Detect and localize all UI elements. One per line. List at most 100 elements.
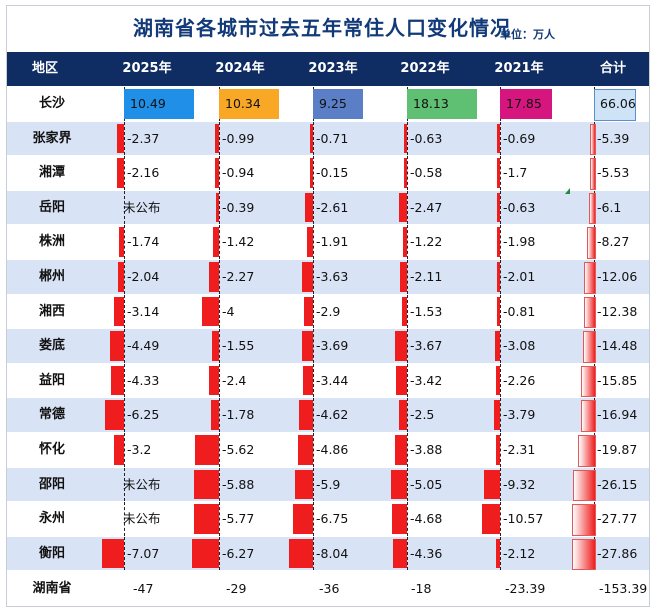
value-cell: -1.22 xyxy=(410,234,443,250)
region-cell: 湘西 xyxy=(38,303,65,319)
bar-axis xyxy=(407,433,408,467)
region-cell: 永州 xyxy=(38,511,65,527)
unit-label: 单位：万人 xyxy=(500,28,555,41)
bar-axis xyxy=(313,260,314,294)
negative-bar xyxy=(208,365,219,396)
negative-bar xyxy=(496,435,500,465)
negative-bar xyxy=(400,262,407,292)
positive-bar xyxy=(500,89,552,119)
value-cell: 10.49 xyxy=(130,96,166,111)
negative-bar xyxy=(298,435,313,465)
bar-axis xyxy=(500,225,501,259)
value-cell: -4.33 xyxy=(127,372,160,388)
bar-axis xyxy=(500,156,501,190)
value-cell: -0.63 xyxy=(503,199,536,215)
negative-bar xyxy=(578,435,596,467)
value-cell: -6.27 xyxy=(222,545,255,561)
table-row: 湘西 -3.14 -4 -2.9 -1.53 -0.81 -12.38 xyxy=(7,294,649,329)
bar-axis xyxy=(500,536,501,571)
negative-bar xyxy=(214,158,219,188)
negative-bar xyxy=(392,504,407,534)
table-row: 永州 未公布 -5.77 -6.75 -4.68 -10.57 -27.77 xyxy=(7,502,649,536)
bar-axis xyxy=(407,536,408,571)
value-cell: -3.14 xyxy=(127,303,160,319)
region-cell: 常德 xyxy=(38,407,65,423)
value-cell: -3.88 xyxy=(410,442,443,457)
negative-bar xyxy=(212,331,219,361)
negative-bar xyxy=(216,192,219,223)
negative-bar xyxy=(310,123,313,154)
negative-bar xyxy=(404,158,407,188)
value-cell: -12.06 xyxy=(597,269,638,284)
value-cell: -2.47 xyxy=(410,199,443,215)
table-row: 张家界 -2.37 -0.99 -0.71 -0.63 -0.69 -5.39 xyxy=(7,121,649,156)
header-year-1: 2025年 xyxy=(122,61,172,76)
value-cell: -1.98 xyxy=(503,234,536,250)
negative-bar xyxy=(193,469,219,500)
value-cell: 9.25 xyxy=(319,96,347,111)
value-cell: -4.49 xyxy=(127,338,160,354)
header-year-3: 2023年 xyxy=(308,61,358,76)
negative-bar xyxy=(307,227,313,257)
negative-bar xyxy=(114,435,124,465)
bar-axis xyxy=(124,190,125,225)
value-cell: -1.42 xyxy=(222,234,255,250)
table-row: 湘潭 -2.16 -0.94 -0.15 -0.58 -1.7 -5.53 xyxy=(7,156,649,190)
value-cell: -6.1 xyxy=(597,199,622,215)
value-cell: -1.53 xyxy=(410,303,443,319)
negative-bar xyxy=(110,365,124,396)
bar-axis xyxy=(219,294,220,329)
negative-bar xyxy=(496,227,500,257)
region-cell: 株洲 xyxy=(38,234,65,250)
negative-bar xyxy=(201,296,219,327)
value-cell: -16.94 xyxy=(597,407,638,423)
bar-axis xyxy=(407,190,408,225)
negative-bar xyxy=(118,227,124,257)
bar-axis xyxy=(313,502,314,536)
total-value: -29 xyxy=(226,581,247,596)
value-cell: 17.85 xyxy=(506,96,542,111)
value-cell: 10.34 xyxy=(225,96,261,111)
value-cell: -3.63 xyxy=(316,269,349,284)
bar-axis xyxy=(313,190,314,225)
negative-bar xyxy=(299,400,313,430)
bar-axis xyxy=(500,502,501,536)
table-row: 株洲 -1.74 -1.42 -1.91 -1.22 -1.98 -8.27 xyxy=(7,225,649,259)
negative-bar xyxy=(194,435,219,465)
region-cell: 益阳 xyxy=(38,372,65,388)
positive-bar xyxy=(313,89,363,119)
negative-bar xyxy=(580,400,596,432)
value-cell: -19.87 xyxy=(597,442,638,457)
value-cell: 未公布 xyxy=(123,199,161,215)
bar-axis xyxy=(407,121,408,156)
total-value: -153.39 xyxy=(599,581,648,596)
region-cell: 岳阳 xyxy=(38,199,65,215)
bar-axis xyxy=(407,363,408,398)
negative-bar xyxy=(399,400,407,430)
negative-bar xyxy=(404,123,407,154)
value-cell: -2.5 xyxy=(410,407,435,423)
negative-bar xyxy=(572,504,596,536)
table-row: 常德 -6.25 -1.78 -4.62 -2.5 -3.79 -16.94 xyxy=(7,398,649,432)
bar-axis xyxy=(219,329,220,363)
negative-bar xyxy=(292,504,313,534)
value-cell: -2.16 xyxy=(127,165,160,181)
value-cell: -2.9 xyxy=(316,303,341,319)
region-cell: 衡阳 xyxy=(38,545,65,561)
negative-bar xyxy=(117,158,124,188)
negative-bar xyxy=(396,365,407,396)
bar-axis xyxy=(313,398,314,432)
bar-axis xyxy=(124,398,125,432)
value-cell: 66.06 xyxy=(600,96,636,111)
bar-axis xyxy=(219,121,220,156)
region-cell: 长沙 xyxy=(38,96,65,111)
value-cell: -0.94 xyxy=(222,165,255,181)
bar-axis xyxy=(124,260,125,294)
negative-bar xyxy=(582,331,596,363)
value-cell: -2.12 xyxy=(503,545,536,561)
negative-bar xyxy=(497,123,500,154)
negative-bar xyxy=(214,123,219,154)
table-row: 衡阳 -7.07 -6.27 -8.04 -4.36 -2.12 -27.86 xyxy=(7,536,649,571)
bar-axis xyxy=(407,294,408,329)
value-cell: -5.9 xyxy=(316,476,341,492)
